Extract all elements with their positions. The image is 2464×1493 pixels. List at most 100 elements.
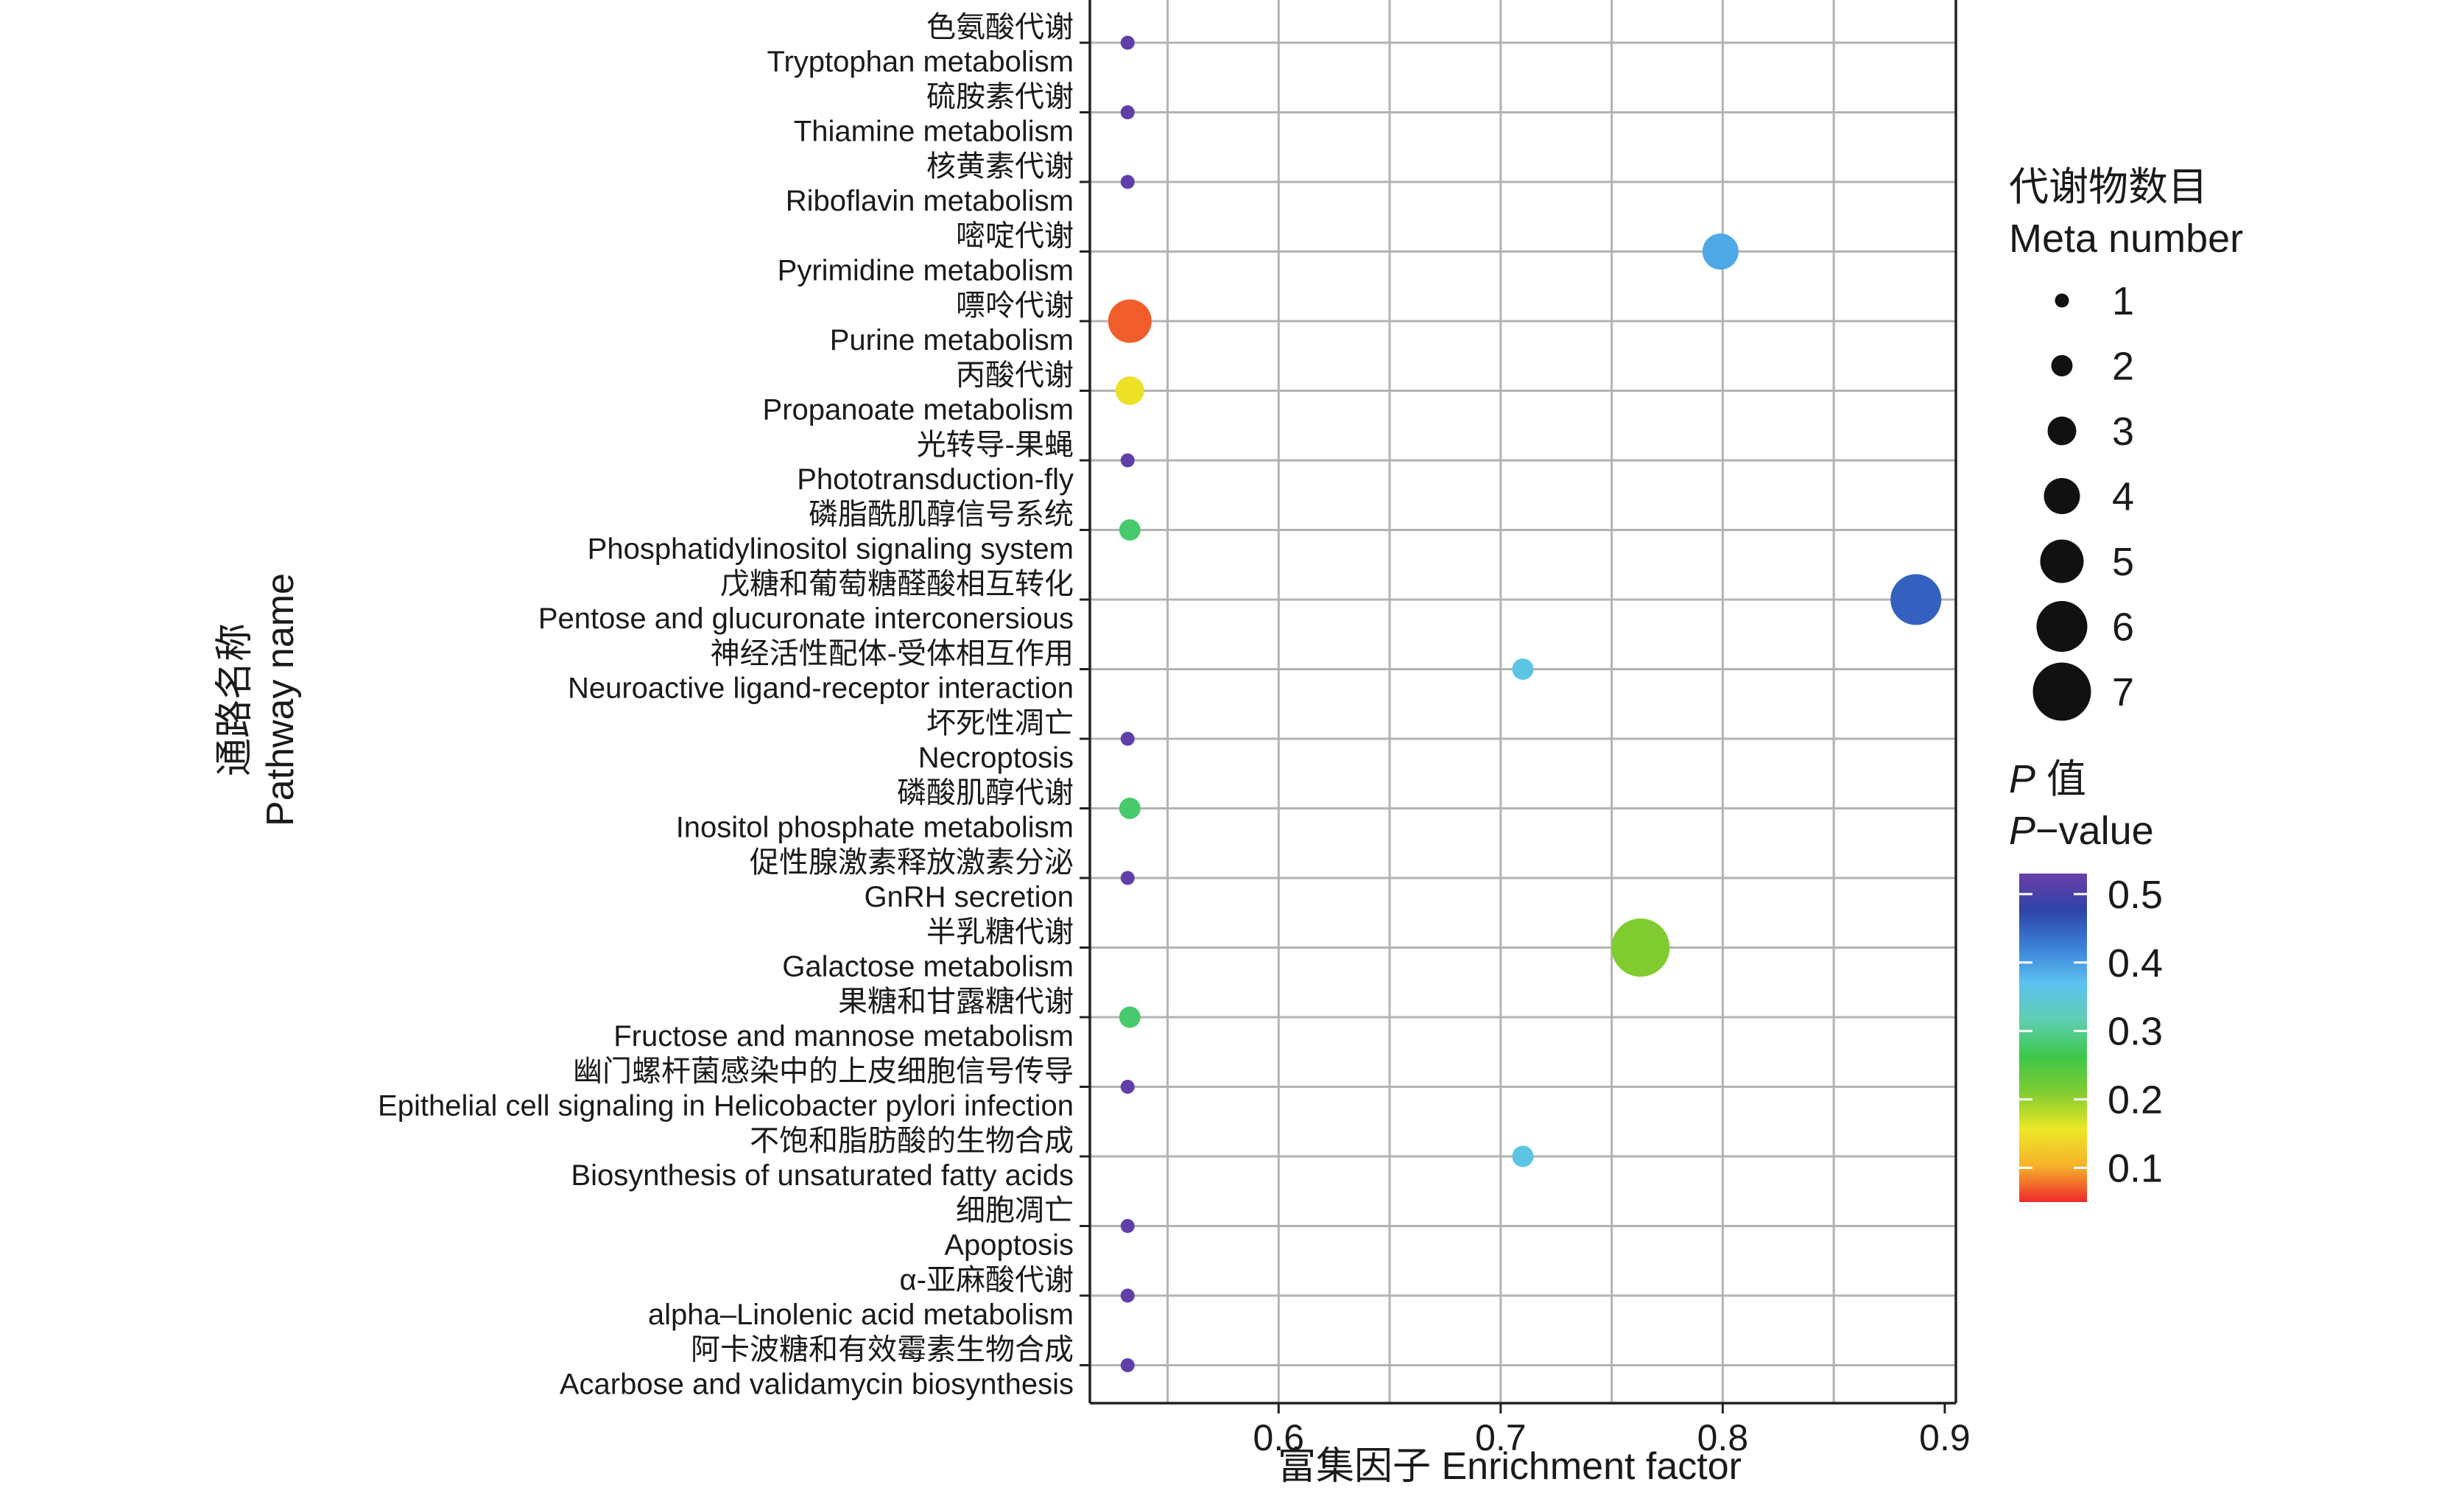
- size-legend-items: 1 2 3 4 5 6 7: [2032, 279, 2134, 721]
- y-tick-label-en: Phosphatidylinositol signaling system: [588, 533, 1074, 566]
- y-tick-label-en: Pentose and glucuronate interconersious: [538, 603, 1074, 635]
- bubble-point: [1119, 1006, 1141, 1028]
- y-tick-label-cn: α-亚麻酸代谢: [900, 1264, 1074, 1296]
- y-tick-label-cn: 神经活性配体-受体相互作用: [711, 638, 1074, 670]
- size-legend-dot: [2047, 416, 2077, 446]
- size-legend-label: 2: [2112, 345, 2134, 389]
- bubble-point: [1702, 233, 1739, 270]
- y-tick-label-en: Tryptophan metabolism: [767, 46, 1074, 78]
- y-tick-label-cn: 阿卡波糖和有效霉素生物合成: [691, 1334, 1074, 1366]
- y-tick-label-cn: 嘧啶代谢: [956, 220, 1074, 253]
- y-tick-label-en: Galactose metabolism: [782, 951, 1074, 983]
- x-tick-labels: 0.6 0.7 0.8 0.9: [1253, 1417, 1971, 1458]
- y-tick-label-cn: 色氨酸代谢: [926, 11, 1074, 43]
- y-tick-label-cn: 丙酸代谢: [956, 359, 1074, 392]
- size-legend-dot: [2051, 355, 2073, 376]
- size-legend-dot: [2044, 478, 2080, 514]
- x-axis-title: 富集因子 Enrichment factor: [1278, 1445, 1742, 1488]
- y-tick-label-en: alpha–Linolenic acid metabolism: [648, 1299, 1074, 1331]
- x-tick-label: 0.8: [1697, 1417, 1749, 1458]
- y-tick-label-cn: 戊糖和葡萄糖醛酸相互转化: [720, 568, 1074, 600]
- y-tick-label-en: Inositol phosphate metabolism: [676, 812, 1074, 844]
- bubble-point: [1120, 1080, 1135, 1094]
- color-legend-title-en-p: P: [2009, 809, 2035, 853]
- color-legend-label: 0.1: [2108, 1147, 2163, 1191]
- bubble-point: [1120, 1358, 1135, 1372]
- bubble-point: [1120, 453, 1135, 468]
- color-legend-label: 0.2: [2108, 1078, 2163, 1123]
- y-tick-label-en: Propanoate metabolism: [763, 394, 1074, 426]
- size-legend-dot: [2040, 539, 2084, 583]
- x-tick-label: 0.7: [1475, 1417, 1527, 1458]
- axes-layer: [1080, 0, 1957, 1413]
- y-tick-label-en: Fructose and mannose metabolism: [613, 1020, 1074, 1053]
- size-legend-label: 3: [2112, 410, 2134, 454]
- bubble-point: [1119, 798, 1141, 819]
- color-legend-bar: [2019, 874, 2087, 1202]
- bubble-point: [1120, 175, 1135, 189]
- bubble-point: [1115, 376, 1144, 405]
- y-tick-label-en: Neuroactive ligand-receptor interaction: [568, 672, 1074, 705]
- y-tick-label-en: Biosynthesis of unsaturated fatty acids: [571, 1159, 1074, 1192]
- color-legend-title-cn-p: P: [2009, 757, 2035, 801]
- bubble-point: [1120, 35, 1135, 50]
- bubble-point: [1120, 1288, 1135, 1303]
- x-tick-label: 0.6: [1253, 1417, 1305, 1458]
- y-tick-label-cn: 半乳糖代谢: [926, 916, 1074, 949]
- y-tick-label-en: Apoptosis: [944, 1229, 1074, 1262]
- color-legend-title-en: P−value: [2009, 809, 2154, 853]
- y-tick-label-cn: 硫胺素代谢: [926, 81, 1074, 113]
- bubble-point: [1120, 871, 1135, 885]
- y-tick-label-en: Acarbose and validamycin biosynthesis: [560, 1369, 1074, 1401]
- bubble-point: [1512, 1145, 1534, 1167]
- x-tick-label: 0.9: [1919, 1417, 1971, 1458]
- bubble-point: [1120, 1219, 1135, 1233]
- y-tick-label-cn: 核黄素代谢: [926, 150, 1074, 183]
- y-tick-label-en: Pyrimidine metabolism: [778, 255, 1074, 287]
- marks-layer: [1108, 35, 1942, 1372]
- y-tick-label-en: Purine metabolism: [830, 324, 1074, 356]
- y-axis-title-en: Pathway name: [259, 573, 302, 826]
- color-legend-title-cn: P 值: [2009, 757, 2086, 801]
- y-tick-label-cn: 嘌呤代谢: [956, 289, 1074, 322]
- y-tick-label-cn: 磷脂酰肌醇信号系统: [809, 499, 1074, 531]
- color-legend-label: 0.3: [2108, 1010, 2163, 1054]
- size-legend-label: 4: [2112, 475, 2134, 519]
- bubble-point: [1120, 105, 1135, 119]
- color-legend: P 值 P−value 0.5 0.4 0.3 0.2 0.1: [2009, 757, 2163, 1202]
- y-tick-label-cn: 坏死性凋亡: [926, 707, 1074, 740]
- bubble-point: [1512, 658, 1534, 680]
- size-legend-label: 7: [2112, 670, 2134, 714]
- color-legend-label: 0.5: [2108, 873, 2163, 917]
- size-legend-label: 5: [2112, 540, 2134, 584]
- bubble-point: [1120, 731, 1135, 746]
- y-tick-label-en: Necroptosis: [918, 742, 1074, 774]
- color-legend-label: 0.4: [2108, 941, 2163, 986]
- color-legend-ticks: 0.5 0.4 0.3 0.2 0.1: [2019, 873, 2163, 1191]
- size-legend-dot: [2032, 662, 2091, 721]
- size-legend: 代谢物数目 Meta number 1 2 3 4 5 6 7: [2009, 165, 2243, 721]
- size-legend-dot: [2036, 601, 2088, 652]
- y-tick-label-en: Epithelial cell signaling in Helicobacte…: [378, 1090, 1074, 1123]
- y-tick-label-en: Phototransduction-fly: [797, 463, 1074, 496]
- bubble-point: [1108, 299, 1152, 343]
- y-tick-label-cn: 细胞凋亡: [956, 1195, 1074, 1227]
- size-legend-label: 1: [2112, 279, 2134, 323]
- size-legend-label: 6: [2112, 605, 2134, 650]
- color-legend-title-cn-rest: 值: [2035, 757, 2086, 801]
- size-legend-title-cn: 代谢物数目: [2009, 165, 2208, 209]
- y-tick-label-cn: 幽门螺杆菌感染中的上皮细胞信号传导: [573, 1055, 1074, 1088]
- y-tick-label-cn: 不饱和脂肪酸的生物合成: [750, 1125, 1074, 1157]
- y-axis-title-cn: 通路名称: [214, 623, 256, 776]
- y-tick-label-cn: 促性腺激素释放激素分泌: [750, 846, 1074, 879]
- y-tick-label-en: Thiamine metabolism: [794, 116, 1074, 148]
- color-legend-title-en-rest: −value: [2035, 809, 2154, 853]
- y-tick-label-en: GnRH secretion: [864, 881, 1074, 913]
- size-legend-title-en: Meta number: [2009, 217, 2243, 261]
- bubble-point: [1119, 519, 1141, 541]
- y-tick-label-cn: 光转导-果蝇: [917, 429, 1074, 461]
